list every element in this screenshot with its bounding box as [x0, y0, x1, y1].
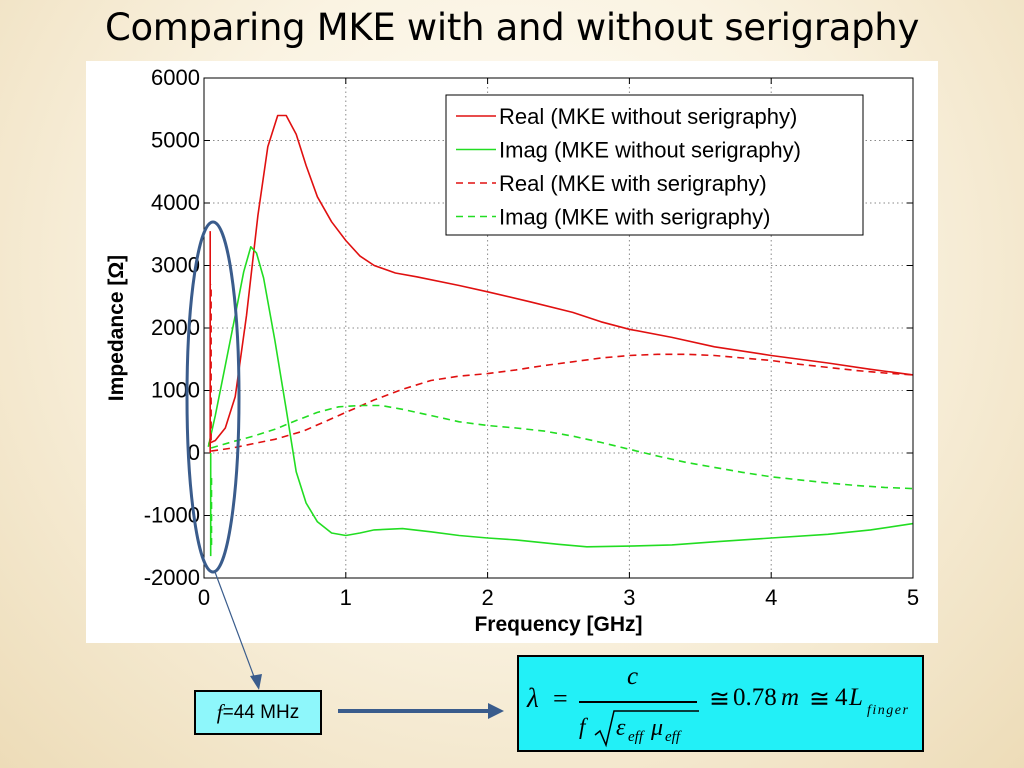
formula-coef: 4 [835, 684, 848, 711]
y-tick-label: 6000 [151, 65, 200, 90]
impedance-chart: 0 1 2 3 4 5 -2000 -1000 0 1000 2000 3000 4000 5000 600… [105, 65, 919, 636]
implication-arrowhead [488, 703, 504, 719]
formula-finger-sub: finger [867, 703, 910, 718]
x-tick-label: 3 [623, 585, 635, 610]
formula-sqrt-sign [594, 710, 699, 748]
y-tick-label: 2000 [151, 315, 200, 340]
y-tick-label: -1000 [144, 503, 200, 528]
series-line-1 [207, 246, 914, 548]
x-tick-label: 4 [765, 585, 777, 610]
frequency-symbol: f [216, 700, 223, 724]
formula-approx2: ≅ [809, 686, 830, 713]
y-tick-label: 0 [188, 440, 200, 465]
y-tick-label: 5000 [151, 128, 200, 153]
formula-value: 0.78 [733, 684, 777, 711]
formula-L: L [849, 684, 863, 711]
legend-label-1: Imag (MKE without serigraphy) [499, 138, 801, 163]
formula-eff-sub2: eff [665, 729, 680, 745]
slide-title: Comparing MKE with and without serigraph… [104, 6, 920, 49]
chart-figure: 0 1 2 3 4 5 -2000 -1000 0 1000 2000 3000 4000 5000 600… [86, 61, 938, 643]
legend-label-2: Real (MKE with serigraphy) [499, 171, 767, 196]
x-tick-label: 1 [340, 585, 352, 610]
formula-numerator: c [627, 663, 639, 690]
y-tick-label: 4000 [151, 190, 200, 215]
y-tick-label: 3000 [151, 253, 200, 278]
x-axis-label: Frequency [GHz] [474, 613, 642, 636]
callout-arrowhead [250, 674, 262, 690]
x-tick-label: 2 [481, 585, 493, 610]
series-line-0 [207, 114, 914, 445]
formula-eff-sub1: eff [628, 729, 643, 745]
legend-box [445, 94, 864, 236]
formula-approx1: ≅ [709, 686, 730, 713]
formula-unit: m [781, 684, 800, 711]
x-tick-label: 0 [198, 585, 210, 610]
frequency-label-box: f =44 MHz [194, 690, 322, 735]
series-line-2 [210, 353, 914, 452]
x-tick-label: 5 [907, 585, 919, 610]
frequency-value: =44 MHz [222, 701, 300, 723]
formula-equals: = [553, 684, 568, 713]
y-tick-label: -2000 [144, 565, 200, 590]
formula-f: f [579, 714, 586, 739]
formula-mu: μ [651, 715, 664, 741]
formula-lambda: λ [527, 683, 539, 713]
wavelength-formula: λ = c f ε eff μ eff ≅ 0.78 m ≅ 4 L finge… [517, 655, 924, 752]
formula-fraction-bar [579, 701, 697, 703]
y-tick-label: 1000 [151, 378, 200, 403]
legend-label-3: Imag (MKE with serigraphy) [499, 205, 770, 230]
y-axis-label: Impedance [Ω] [105, 255, 128, 401]
formula-epsilon: ε [616, 715, 626, 741]
legend-label-0: Real (MKE without serigraphy) [499, 104, 797, 129]
series-line-3 [210, 404, 914, 490]
